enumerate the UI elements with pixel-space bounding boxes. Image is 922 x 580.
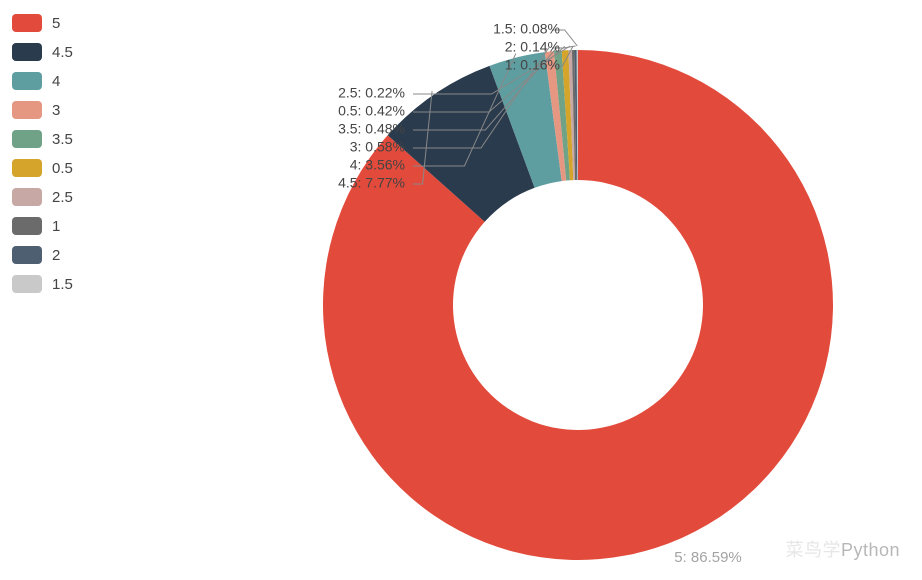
slice-label: 1.5: 0.08%: [493, 21, 560, 37]
big-slice-label: 5: 86.59%: [674, 549, 742, 566]
donut-chart: 4.5: 7.77% 4: 3.56% 3: 0.58% 3.5: 0.48% 0.5:…: [0, 0, 922, 580]
slice-label: 0.5: 0.42%: [338, 103, 405, 119]
slice-label: 4: 3.56%: [350, 157, 405, 173]
slice-label: 1: 0.16%: [505, 57, 560, 73]
slice-label: 3.5: 0.48%: [338, 121, 405, 137]
slice-label: 4.5: 7.77%: [338, 175, 405, 191]
slice-label: 2.5: 0.22%: [338, 85, 405, 101]
donut-chart-container: 54.5433.50.52.5121.5 4.5: 7.77%4: 3.56%3…: [0, 0, 922, 580]
slice-label: 3: 0.58%: [350, 139, 405, 155]
slice-label: 2: 0.14%: [505, 39, 560, 55]
